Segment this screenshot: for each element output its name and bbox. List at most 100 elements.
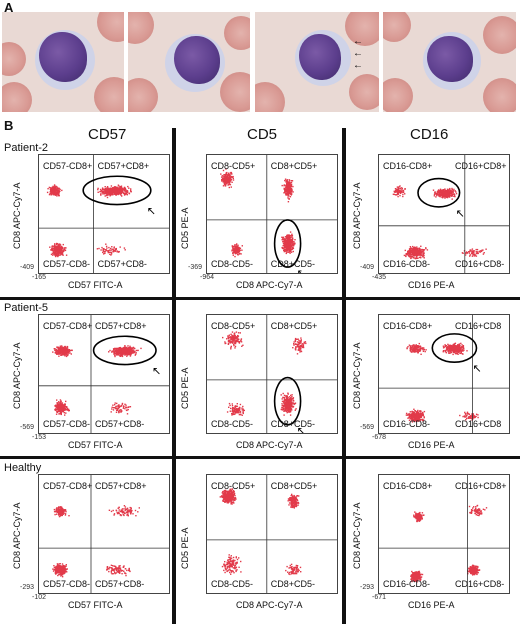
- event-dot: [447, 347, 449, 349]
- event-dot: [290, 404, 292, 407]
- event-dot: [119, 411, 121, 413]
- event-dot: [422, 249, 424, 251]
- event-dot: [66, 350, 68, 352]
- event-dot: [129, 345, 131, 347]
- event-dot: [228, 178, 230, 180]
- event-dot: [228, 402, 231, 405]
- event-dot: [297, 343, 299, 345]
- event-dot: [291, 401, 293, 403]
- event-dot: [127, 348, 129, 350]
- x-axis-min-tick: -435: [372, 274, 387, 281]
- event-dot: [59, 405, 62, 407]
- event-dot: [402, 193, 404, 196]
- event-dot: [53, 186, 55, 188]
- cell-photo-4: [383, 12, 516, 112]
- event-dot: [465, 251, 468, 253]
- event-dot: [287, 234, 289, 236]
- event-dot: [107, 190, 109, 192]
- event-dot: [449, 191, 452, 193]
- event-dot: [445, 191, 447, 194]
- event-dot: [416, 256, 418, 258]
- event-dot: [57, 350, 59, 352]
- event-dot: [62, 404, 64, 406]
- event-dot: [239, 411, 241, 413]
- event-dot: [230, 175, 232, 178]
- event-dot: [393, 193, 395, 196]
- event-dot: [104, 186, 106, 188]
- event-dot: [109, 191, 112, 194]
- event-dot: [288, 179, 290, 181]
- event-dot: [112, 350, 114, 352]
- event-dot: [281, 403, 283, 405]
- event-dot: [65, 400, 67, 403]
- event-dot: [404, 249, 406, 252]
- event-dot: [111, 194, 113, 196]
- event-dot: [422, 418, 424, 421]
- row-divider: [0, 297, 520, 300]
- event-dot: [291, 193, 293, 195]
- event-dot: [396, 192, 399, 194]
- event-dot: [287, 392, 289, 394]
- event-dot: [458, 347, 460, 349]
- event-dot: [414, 248, 417, 251]
- event-dot: [288, 183, 291, 185]
- event-dot: [287, 251, 290, 253]
- event-dot: [407, 254, 409, 256]
- event-dot: [66, 407, 69, 410]
- event-dot: [233, 343, 235, 346]
- event-dot: [300, 337, 302, 339]
- event-dot: [130, 188, 132, 190]
- event-dot: [230, 171, 232, 174]
- event-dot: [289, 235, 291, 237]
- event-dot: [106, 187, 109, 189]
- event-dot: [396, 186, 399, 188]
- event-dot: [115, 411, 118, 413]
- event-dot: [399, 194, 401, 197]
- event-dot: [125, 350, 128, 352]
- event-dot: [117, 193, 119, 195]
- event-dot: [287, 190, 289, 192]
- event-dot: [289, 236, 292, 239]
- event-dot: [282, 237, 284, 240]
- event-dot: [286, 395, 288, 397]
- event-dot: [290, 396, 292, 399]
- event-dot: [59, 351, 62, 353]
- event-dot: [58, 403, 60, 406]
- y-axis-min-tick: -369: [188, 264, 203, 271]
- event-dot: [285, 405, 287, 407]
- event-dot: [58, 348, 60, 351]
- event-dot: [236, 243, 238, 245]
- event-dot: [231, 405, 234, 407]
- event-dot: [50, 190, 52, 192]
- event-dot: [227, 339, 230, 342]
- event-dot: [412, 411, 414, 413]
- event-dot: [445, 193, 447, 196]
- event-dot: [68, 350, 70, 352]
- event-dot: [239, 247, 242, 249]
- event-dot: [236, 252, 238, 254]
- event-dot: [112, 251, 114, 253]
- event-dot: [457, 346, 459, 349]
- event-dot: [283, 250, 285, 252]
- event-dot: [55, 250, 57, 253]
- event-dot: [51, 188, 53, 190]
- event-dot: [127, 350, 130, 352]
- event-dot: [52, 191, 55, 194]
- event-dot: [299, 342, 301, 344]
- event-dot: [410, 254, 412, 256]
- event-dot: [289, 231, 292, 233]
- event-dot: [126, 190, 129, 192]
- event-dot: [116, 349, 118, 352]
- event-dot: [418, 345, 421, 348]
- event-dot: [460, 346, 463, 348]
- event-dot: [294, 242, 296, 244]
- event-dot: [414, 346, 416, 348]
- event-dot: [123, 405, 125, 407]
- y-axis-min-tick: -569: [20, 424, 35, 431]
- event-dot: [49, 246, 51, 248]
- event-dot: [303, 341, 305, 343]
- event-dot: [231, 181, 233, 183]
- event-dot: [58, 405, 61, 407]
- event-dot: [406, 252, 409, 254]
- event-dot: [407, 253, 409, 255]
